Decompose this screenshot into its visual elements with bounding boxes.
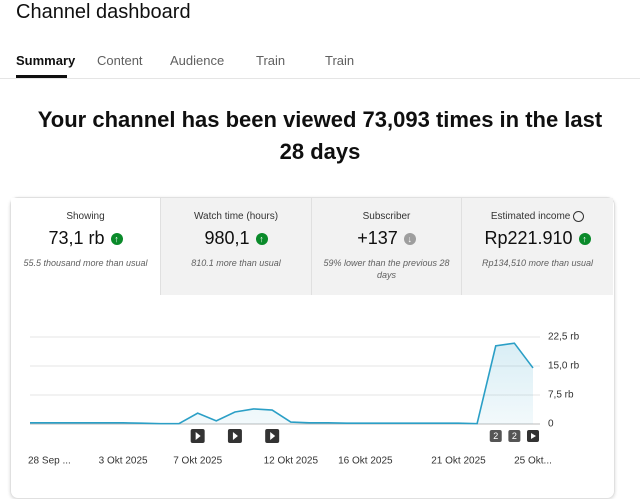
play-icon [232, 432, 238, 440]
metric-label: Estimated income [462, 211, 613, 222]
play-icon [270, 432, 276, 440]
tab[interactable]: Train [256, 53, 286, 68]
x-tick-label: 21 Okt 2025 [431, 456, 486, 467]
x-tick-label: 3 Okt 2025 [99, 456, 148, 467]
up-icon: ↑ [578, 232, 591, 245]
metric-value: 73,1 rb [48, 228, 105, 248]
metric-label-text: Estimated income [490, 211, 571, 223]
x-tick-label: 7 Okt 2025 [173, 456, 222, 467]
metric-card[interactable]: Watch time (hours) 980,1 ↑ 810.1 more tha… [160, 198, 311, 295]
clock-icon [573, 211, 585, 222]
metric-label: Subscriber [362, 211, 411, 222]
play-icon [531, 433, 536, 439]
headline: Your channel has been viewed 73,093 time… [37, 107, 603, 164]
metric-value: Rp221.910 [484, 228, 573, 249]
metric-card[interactable]: Showing 73,1 rb ↑ 55.5 thousand more than… [11, 198, 160, 295]
area [30, 343, 533, 424]
y-tick-label: 7,5 rb [548, 390, 574, 401]
count-marker [489, 430, 502, 442]
up-icon: ↑ [255, 232, 268, 245]
metric-card[interactable]: Subscriber +137 ↓ 59% lower than the prev… [311, 198, 461, 295]
metric-card[interactable]: Estimated income Rp221.910 ↑ Rp134,510 mo… [461, 198, 613, 295]
y-tick-label: 15,0 rb [548, 361, 580, 372]
count-marker [508, 430, 521, 442]
y-tick-label: 0 [548, 419, 554, 430]
count-label: 2 [512, 431, 517, 441]
tab[interactable]: Train [325, 53, 355, 68]
page-title: Channel dashboard [16, 1, 191, 23]
up-icon: ↑ [110, 232, 123, 245]
divider [0, 78, 640, 79]
count-label: 2 [493, 431, 498, 441]
metric-note: Rp134,510 more than usual [481, 258, 594, 269]
down-icon: ↓ [403, 232, 416, 245]
x-tick-label: 16 Okt 2025 [338, 456, 393, 467]
tab[interactable]: Content [97, 53, 143, 68]
metric-note: 810.1 more than usual [191, 258, 281, 268]
tab[interactable]: Audience [170, 53, 225, 68]
metric-value: 980,1 [204, 228, 250, 248]
tab[interactable]: Summary [16, 53, 76, 68]
x-tick-label: 12 Okt 2025 [264, 456, 319, 467]
metric-label: Watch time (hours) [193, 211, 279, 222]
metric-note: 55.5 thousand more than usual [23, 258, 148, 268]
metric-label: Showing [66, 211, 105, 222]
chart: 0 7,5 rb 15,0 rb 22,5 rb 28 Sep ... 3 Okt 202… [28, 332, 580, 467]
x-tick-label: 25 Okt... [514, 456, 552, 467]
tab-indicator [16, 75, 67, 78]
x-tick-label: 28 Sep ... [28, 456, 71, 467]
play-icon [195, 432, 201, 440]
metric-value: +137 [357, 228, 398, 248]
metric-note: 59% lower than the previous 28 days [323, 258, 450, 280]
line [30, 342, 534, 425]
y-tick-label: 22,5 rb [548, 332, 580, 343]
